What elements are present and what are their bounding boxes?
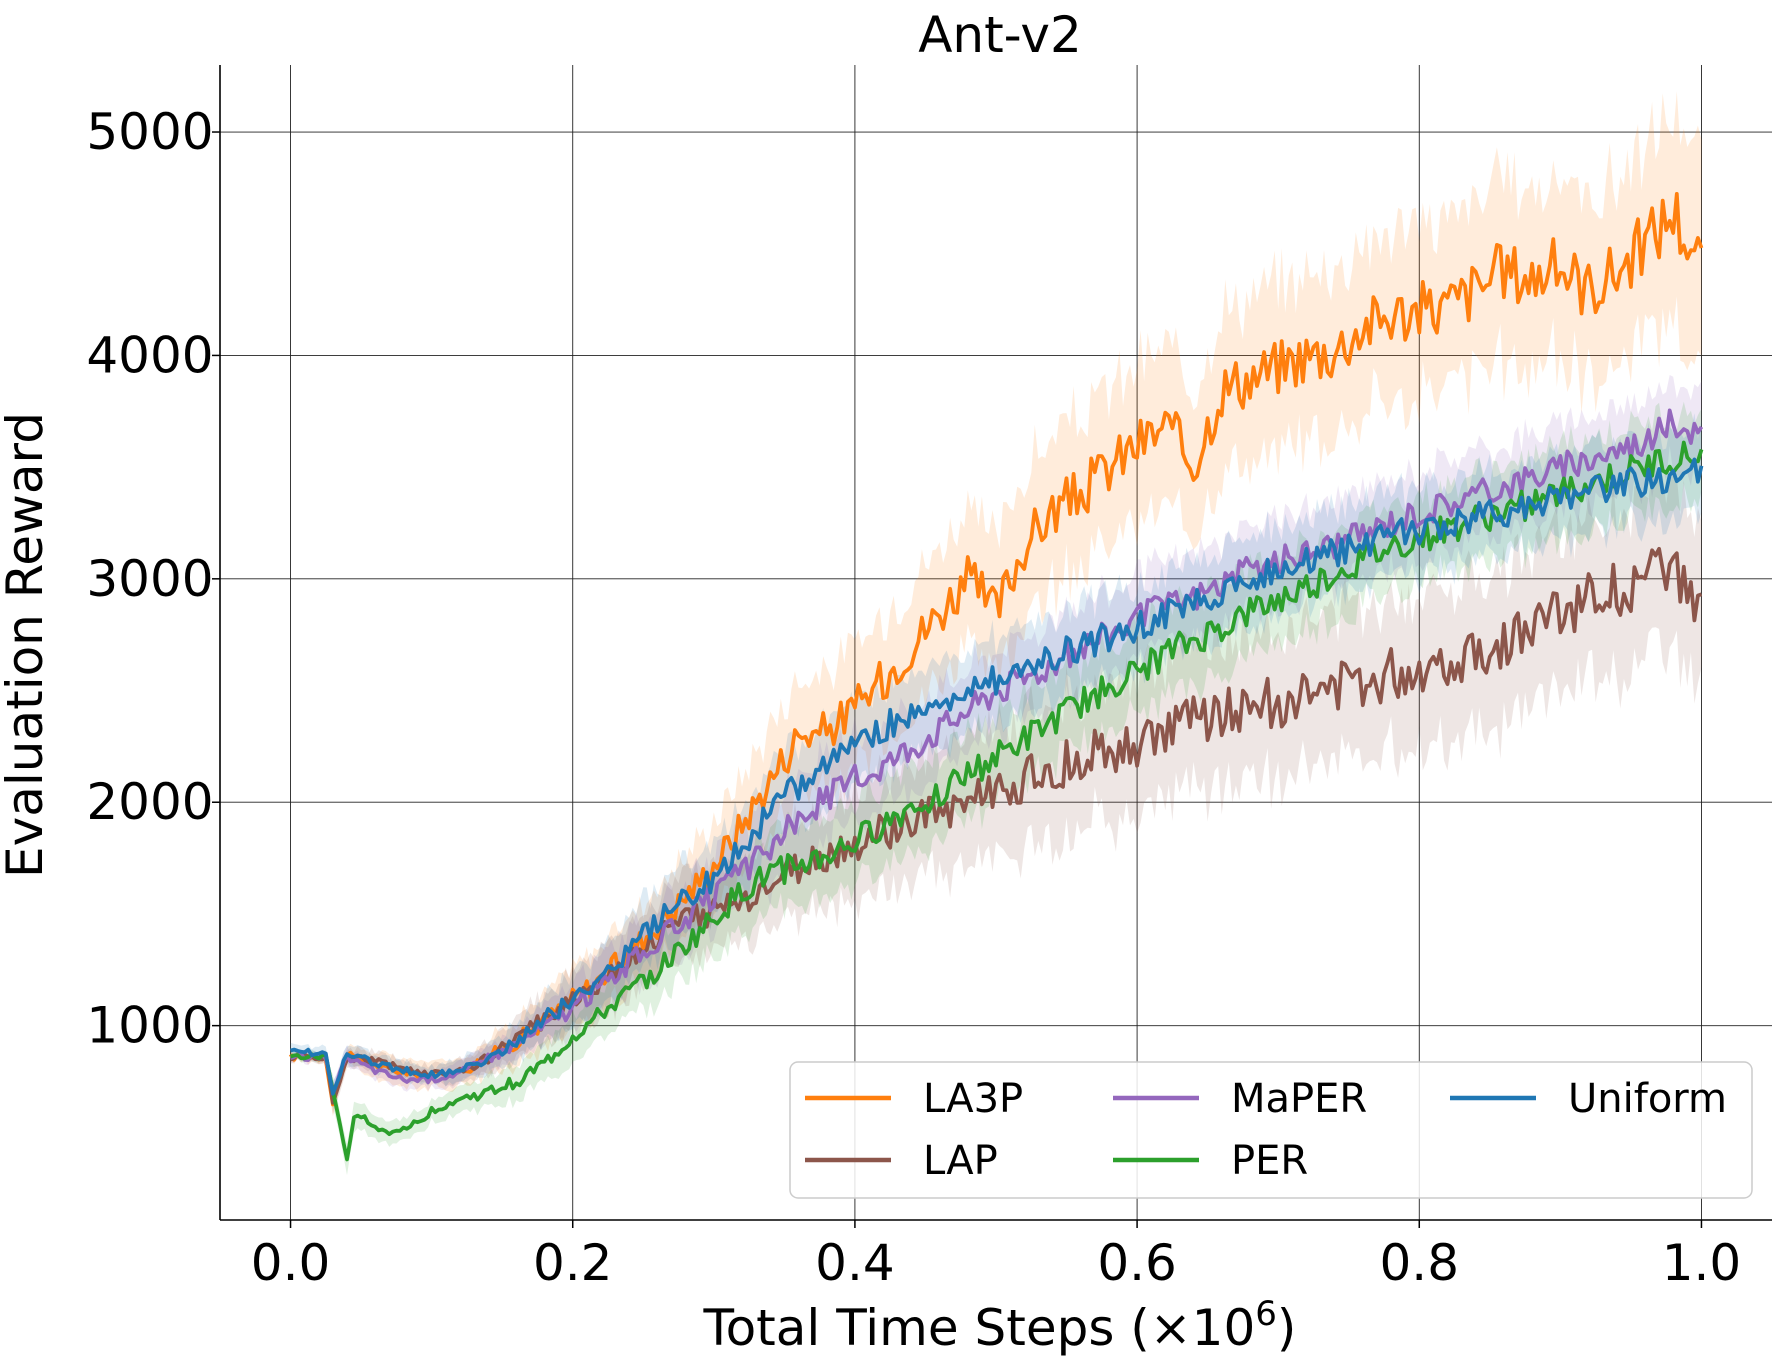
y-tick-label: 1000: [86, 997, 213, 1055]
legend-label-maper: MaPER: [1231, 1076, 1367, 1122]
legend-label-la3p: LA3P: [923, 1076, 1023, 1122]
x-tick-label: 0.4: [815, 1234, 895, 1292]
legend-items: LA3P LAP MaPER PER Uniform: [805, 1076, 1727, 1184]
std-band-uniform: [290, 413, 1702, 1107]
series-line-uniform: [289, 457, 1704, 1096]
y-tick-label: 5000: [86, 103, 213, 161]
x-tick-label: 0.6: [1097, 1234, 1177, 1292]
std-band-maper: [290, 375, 1702, 1098]
x-tick-label: 1.0: [1662, 1234, 1742, 1292]
x-tick-label: 0.8: [1380, 1234, 1460, 1292]
x-tick-label: 0.0: [251, 1234, 331, 1292]
y-tick-label: 3000: [86, 550, 213, 608]
x-axis-label: Total Time Steps (×106): [703, 1294, 1297, 1357]
x-axis-label-close: ): [1277, 1299, 1297, 1357]
legend-label-uniform: Uniform: [1568, 1076, 1727, 1122]
y-tick-label: 4000: [86, 326, 213, 384]
legend-label-per: PER: [1231, 1138, 1308, 1184]
x-tick-label: 0.2: [533, 1234, 613, 1292]
axes-spines: [219, 65, 1772, 1221]
x-axis-label-exponent: 6: [1255, 1294, 1277, 1334]
series-lines: [288, 192, 1704, 1162]
grid: [220, 65, 1772, 1220]
legend-label-lap: LAP: [923, 1138, 998, 1184]
y-axis-label: Evaluation Reward: [0, 412, 54, 878]
x-axis-label-main: Total Time Steps (×10: [703, 1299, 1256, 1357]
y-tick-label: 2000: [86, 773, 213, 831]
chart-title: Ant-v2: [918, 6, 1082, 64]
legend: LA3P LAP MaPER PER Uniform: [789, 1061, 1753, 1199]
tick-labels: 0.0 0.2 0.4 0.6 0.8 1.0 1000 2000 3000 4000 5000: [86, 103, 1741, 1292]
